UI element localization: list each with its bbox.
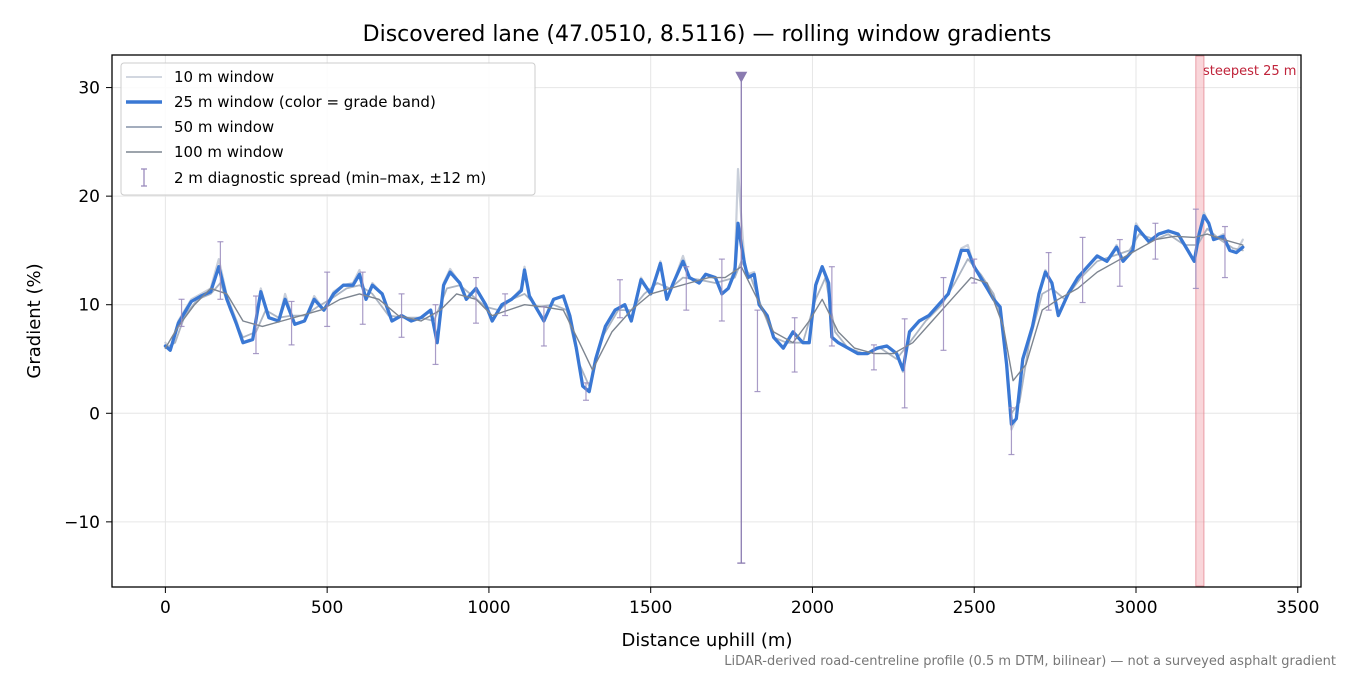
error-bar	[1152, 222, 1159, 260]
y-tick-label: 30	[78, 79, 100, 99]
x-tick-label: 3000	[1114, 598, 1157, 618]
series-100m-line	[164, 233, 1244, 382]
error-bar	[324, 271, 331, 328]
error-bar	[359, 271, 366, 325]
x-axis-label: Distance uphill (m)	[622, 630, 793, 651]
error-bar	[1045, 252, 1052, 311]
error-bar	[870, 344, 877, 371]
x-tick-label: 1000	[467, 598, 510, 618]
error-bar	[540, 306, 547, 347]
error-bar	[1008, 407, 1015, 456]
footnote: LiDAR-derived road-centreline profile (0…	[724, 654, 1336, 669]
legend-label-50m: 50 m window	[174, 118, 274, 136]
error-bar	[683, 266, 690, 311]
legend-box	[120, 62, 536, 196]
legend-label-10m: 10 m window	[174, 68, 274, 86]
legend-label-100m: 100 m window	[174, 143, 284, 161]
x-tick-label: 1500	[629, 598, 672, 618]
error-bar	[178, 298, 185, 328]
error-bar	[1192, 208, 1199, 290]
x-tick-label: 2500	[953, 598, 996, 618]
error-bar	[252, 295, 259, 355]
legend-label-errorbar: 2 m diagnostic spread (min–max, ±12 m)	[174, 169, 486, 187]
x-tick-label: 3500	[1276, 598, 1319, 618]
error-bar	[1221, 225, 1228, 279]
legend-swatch-errorbar	[141, 168, 147, 187]
error-bar	[940, 276, 947, 351]
error-bar	[971, 258, 978, 284]
error-bar	[432, 304, 439, 366]
axis-ticks: 0 500 1000 1500 2000 2500 3000 3500 −10 0 10 20 30	[64, 79, 1319, 618]
error-bar	[288, 300, 295, 346]
plot-frame	[111, 54, 1302, 588]
legend: 10 m window 25 m window (color = grade b…	[120, 62, 536, 196]
y-axis-label: Gradient (%)	[24, 263, 45, 378]
highlight-band	[1195, 55, 1205, 587]
chart-title: Discovered lane (47.0510, 8.5116) — roll…	[363, 22, 1052, 47]
error-bar	[791, 317, 798, 373]
error-bar	[582, 382, 589, 401]
y-tick-label: 10	[78, 296, 100, 316]
y-tick-label: 20	[78, 187, 100, 207]
error-bar	[217, 241, 224, 300]
error-bar	[828, 266, 835, 347]
legend-label-25m: 25 m window (color = grade band)	[174, 93, 436, 111]
series-lines	[163, 167, 1245, 431]
series-25m-line	[163, 214, 1245, 426]
error-bar	[502, 293, 509, 317]
spike-marker	[735, 71, 748, 564]
y-tick-label: 0	[89, 404, 100, 424]
error-bar	[398, 293, 405, 338]
spike-triangle	[735, 71, 748, 83]
x-tick-label: 0	[160, 598, 171, 618]
x-tick-label: 2000	[791, 598, 834, 618]
error-bars	[178, 208, 1228, 456]
y-tick-label: −10	[64, 513, 100, 533]
error-bar	[718, 258, 725, 322]
error-bar	[616, 279, 623, 319]
error-bar	[754, 309, 761, 393]
steepest-band	[1195, 55, 1205, 587]
error-bar	[901, 318, 908, 409]
steepest-annotation: steepest 25 m	[1203, 64, 1296, 79]
error-bar	[1116, 238, 1123, 287]
error-bar	[1079, 236, 1086, 304]
error-bar	[472, 276, 479, 324]
x-tick-label: 500	[311, 598, 343, 618]
